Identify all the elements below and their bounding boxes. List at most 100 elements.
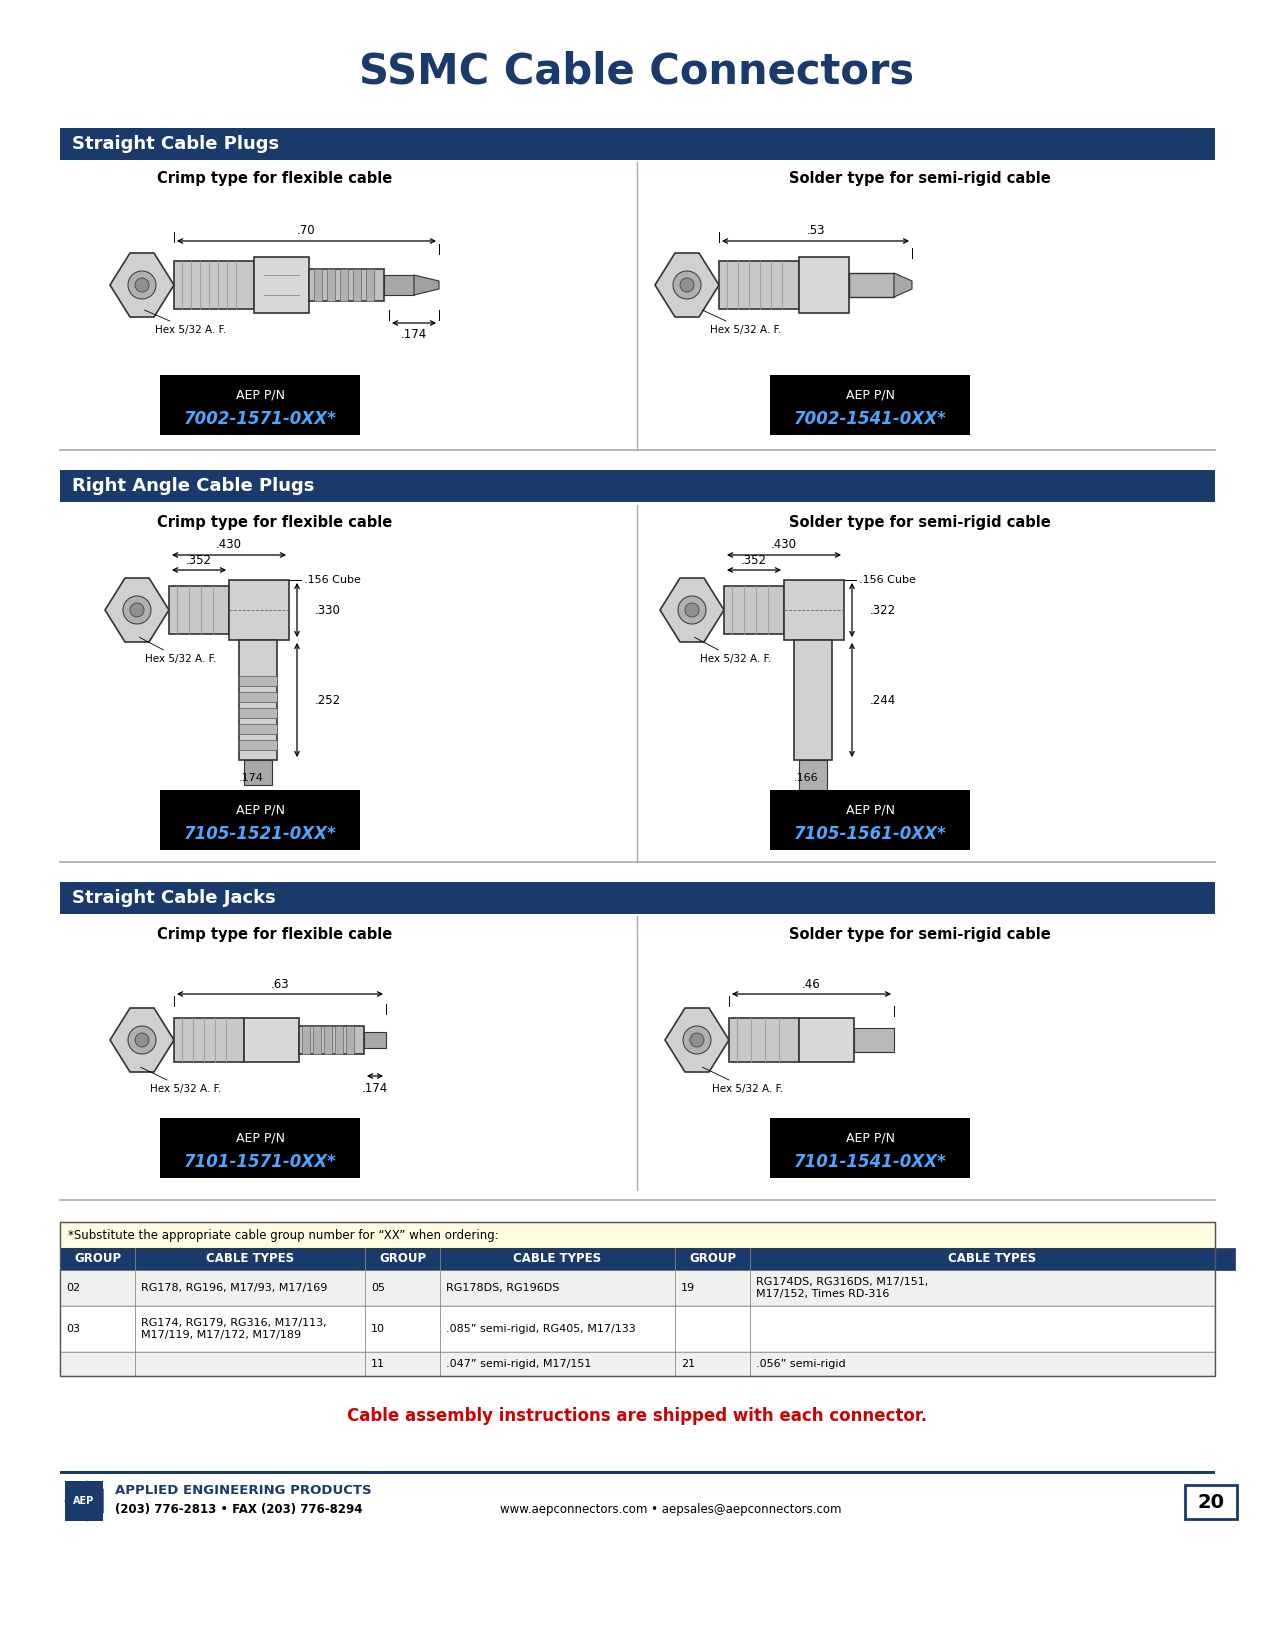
FancyBboxPatch shape bbox=[60, 1306, 1215, 1352]
FancyBboxPatch shape bbox=[302, 1025, 310, 1053]
Text: .085” semi-rigid, RG405, M17/133: .085” semi-rigid, RG405, M17/133 bbox=[446, 1324, 636, 1334]
FancyBboxPatch shape bbox=[159, 789, 360, 850]
Polygon shape bbox=[110, 253, 173, 317]
Text: AEP P/N: AEP P/N bbox=[236, 388, 284, 401]
Text: Straight Cable Plugs: Straight Cable Plugs bbox=[71, 135, 279, 154]
FancyBboxPatch shape bbox=[335, 1025, 343, 1053]
FancyBboxPatch shape bbox=[326, 269, 335, 300]
FancyBboxPatch shape bbox=[794, 641, 833, 759]
Polygon shape bbox=[105, 578, 170, 642]
Text: .430: .430 bbox=[215, 538, 242, 551]
Text: 10: 10 bbox=[371, 1324, 385, 1334]
FancyBboxPatch shape bbox=[346, 1025, 354, 1053]
Circle shape bbox=[673, 271, 701, 299]
Text: .322: .322 bbox=[870, 604, 896, 616]
Text: RG178, RG196, M17/93, M17/169: RG178, RG196, M17/93, M17/169 bbox=[142, 1283, 328, 1293]
Text: 20: 20 bbox=[1197, 1493, 1224, 1512]
FancyBboxPatch shape bbox=[770, 375, 970, 434]
Text: AEP: AEP bbox=[74, 1496, 94, 1506]
Text: .70: .70 bbox=[297, 225, 316, 238]
Circle shape bbox=[128, 1025, 156, 1053]
FancyBboxPatch shape bbox=[238, 692, 277, 702]
Text: .174: .174 bbox=[362, 1081, 388, 1095]
FancyBboxPatch shape bbox=[799, 1019, 854, 1062]
Text: 7105-1561-0XX*: 7105-1561-0XX* bbox=[793, 826, 946, 844]
Circle shape bbox=[678, 596, 706, 624]
Text: 02: 02 bbox=[66, 1283, 80, 1293]
FancyBboxPatch shape bbox=[799, 258, 849, 314]
Polygon shape bbox=[660, 578, 724, 642]
FancyBboxPatch shape bbox=[60, 129, 1215, 160]
FancyBboxPatch shape bbox=[309, 269, 384, 300]
Text: Hex 5/32 A. F.: Hex 5/32 A. F. bbox=[695, 637, 771, 664]
Text: AEP P/N: AEP P/N bbox=[236, 804, 284, 817]
Text: .174: .174 bbox=[400, 329, 427, 342]
Text: .352: .352 bbox=[186, 553, 212, 566]
FancyBboxPatch shape bbox=[238, 641, 277, 759]
FancyBboxPatch shape bbox=[719, 261, 799, 309]
Circle shape bbox=[683, 1025, 711, 1053]
Text: AEP P/N: AEP P/N bbox=[236, 1131, 284, 1144]
Text: RG174DS, RG316DS, M17/151,
M17/152, Times RD-316: RG174DS, RG316DS, M17/151, M17/152, Time… bbox=[756, 1278, 928, 1299]
Text: .352: .352 bbox=[741, 553, 768, 566]
Text: 7101-1541-0XX*: 7101-1541-0XX* bbox=[793, 1152, 946, 1171]
Text: Hex 5/32 A. F.: Hex 5/32 A. F. bbox=[703, 310, 782, 335]
FancyBboxPatch shape bbox=[60, 1352, 1215, 1375]
Circle shape bbox=[130, 603, 144, 617]
FancyBboxPatch shape bbox=[60, 1222, 1215, 1248]
Text: .166: .166 bbox=[794, 773, 819, 783]
Circle shape bbox=[685, 603, 699, 617]
Text: Solder type for semi-rigid cable: Solder type for semi-rigid cable bbox=[789, 515, 1051, 530]
FancyBboxPatch shape bbox=[65, 1481, 103, 1521]
Text: 7002-1541-0XX*: 7002-1541-0XX* bbox=[793, 409, 946, 428]
FancyBboxPatch shape bbox=[159, 375, 360, 434]
Text: GROUP: GROUP bbox=[379, 1253, 426, 1266]
Text: CABLE TYPES: CABLE TYPES bbox=[207, 1253, 295, 1266]
Text: 7101-1571-0XX*: 7101-1571-0XX* bbox=[184, 1152, 337, 1171]
Polygon shape bbox=[655, 253, 719, 317]
Text: .156 Cube: .156 Cube bbox=[859, 575, 915, 584]
FancyBboxPatch shape bbox=[1184, 1484, 1237, 1519]
Text: (203) 776-2813 • FAX (203) 776-8294: (203) 776-2813 • FAX (203) 776-8294 bbox=[115, 1502, 362, 1516]
FancyBboxPatch shape bbox=[784, 580, 844, 641]
FancyBboxPatch shape bbox=[60, 1248, 135, 1270]
FancyBboxPatch shape bbox=[238, 725, 277, 735]
Text: Hex 5/32 A. F.: Hex 5/32 A. F. bbox=[703, 1067, 783, 1095]
Text: .330: .330 bbox=[315, 604, 340, 616]
FancyBboxPatch shape bbox=[60, 471, 1215, 502]
Text: Straight Cable Jacks: Straight Cable Jacks bbox=[71, 888, 275, 906]
Text: .156 Cube: .156 Cube bbox=[303, 575, 361, 584]
Text: .244: .244 bbox=[870, 693, 896, 707]
Polygon shape bbox=[666, 1009, 729, 1071]
FancyBboxPatch shape bbox=[750, 1248, 1235, 1270]
FancyBboxPatch shape bbox=[365, 1248, 440, 1270]
FancyBboxPatch shape bbox=[770, 789, 970, 850]
FancyBboxPatch shape bbox=[230, 580, 289, 641]
Text: Crimp type for flexible cable: Crimp type for flexible cable bbox=[157, 515, 393, 530]
FancyBboxPatch shape bbox=[340, 269, 348, 300]
FancyBboxPatch shape bbox=[60, 882, 1215, 915]
Text: SSMC Cable Connectors: SSMC Cable Connectors bbox=[360, 51, 914, 92]
Circle shape bbox=[135, 277, 149, 292]
Circle shape bbox=[135, 1034, 149, 1047]
FancyBboxPatch shape bbox=[770, 1118, 970, 1179]
Text: Crimp type for flexible cable: Crimp type for flexible cable bbox=[157, 926, 393, 941]
FancyBboxPatch shape bbox=[312, 1025, 321, 1053]
Text: Solder type for semi-rigid cable: Solder type for semi-rigid cable bbox=[789, 926, 1051, 941]
Text: .252: .252 bbox=[315, 693, 342, 707]
Text: 21: 21 bbox=[681, 1359, 695, 1369]
FancyBboxPatch shape bbox=[849, 272, 894, 297]
Circle shape bbox=[680, 277, 694, 292]
FancyBboxPatch shape bbox=[238, 708, 277, 718]
Text: Cable assembly instructions are shipped with each connector.: Cable assembly instructions are shipped … bbox=[347, 1407, 927, 1425]
Text: .53: .53 bbox=[806, 225, 825, 238]
FancyBboxPatch shape bbox=[60, 1270, 1215, 1306]
Text: www.aepconnectors.com • aepsales@aepconnectors.com: www.aepconnectors.com • aepsales@aepconn… bbox=[500, 1502, 842, 1516]
Text: 19: 19 bbox=[681, 1283, 695, 1293]
FancyBboxPatch shape bbox=[244, 1019, 300, 1062]
Polygon shape bbox=[110, 1009, 173, 1071]
Text: GROUP: GROUP bbox=[74, 1253, 121, 1266]
Text: 03: 03 bbox=[66, 1324, 80, 1334]
FancyBboxPatch shape bbox=[384, 276, 414, 296]
Text: .056” semi-rigid: .056” semi-rigid bbox=[756, 1359, 845, 1369]
